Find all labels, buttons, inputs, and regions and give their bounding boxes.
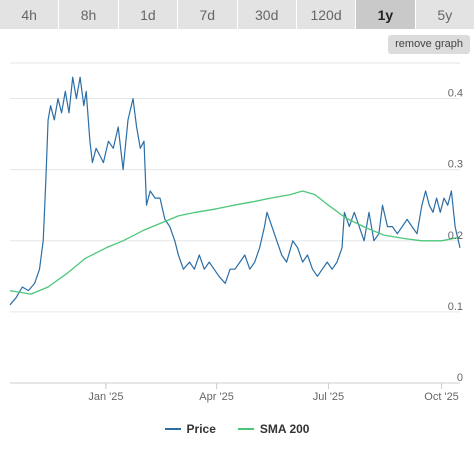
x-tick-label: Apr '25 <box>199 391 234 403</box>
tab-1y[interactable]: 1y <box>356 0 415 29</box>
axes: 0 0.1 0.2 0.3 0.4 Jan '25 Apr '25 Jul '25 Oct '2… <box>88 88 463 403</box>
x-tick-label: Jan '25 <box>88 391 123 403</box>
y-tick-label: 0 <box>457 372 463 384</box>
tab-1d[interactable]: 1d <box>118 0 178 29</box>
y-tick-label: 0.3 <box>448 159 463 171</box>
x-tick-label: Jul '25 <box>313 391 344 403</box>
legend-item-price[interactable]: Price <box>164 422 216 436</box>
grid <box>10 62 460 384</box>
tab-7d[interactable]: 7d <box>178 0 237 29</box>
legend-swatch-sma <box>237 428 254 430</box>
tab-120d[interactable]: 120d <box>296 0 356 29</box>
series-layer <box>9 76 461 306</box>
legend-label-sma: SMA 200 <box>259 422 310 436</box>
y-tick-label: 0.2 <box>448 230 463 242</box>
remove-graph-button[interactable]: remove graph <box>388 35 470 54</box>
y-tick-label: 0.4 <box>448 88 463 100</box>
sma-200-series-line <box>9 190 461 295</box>
tab-5y[interactable]: 5y <box>415 0 474 29</box>
legend: Price SMA 200 <box>0 417 474 441</box>
price-series-line <box>9 76 461 306</box>
legend-item-sma[interactable]: SMA 200 <box>237 422 310 436</box>
x-tick-label: Oct '25 <box>424 391 459 403</box>
tab-4h[interactable]: 4h <box>0 0 59 29</box>
tab-30d[interactable]: 30d <box>237 0 296 29</box>
timeframe-tabs: 4h 8h 1d 7d 30d 120d 1y 5y <box>0 0 474 30</box>
legend-swatch-price <box>164 428 181 430</box>
legend-label-price: Price <box>186 422 216 436</box>
y-tick-label: 0.1 <box>448 301 463 313</box>
tab-8h[interactable]: 8h <box>59 0 118 29</box>
